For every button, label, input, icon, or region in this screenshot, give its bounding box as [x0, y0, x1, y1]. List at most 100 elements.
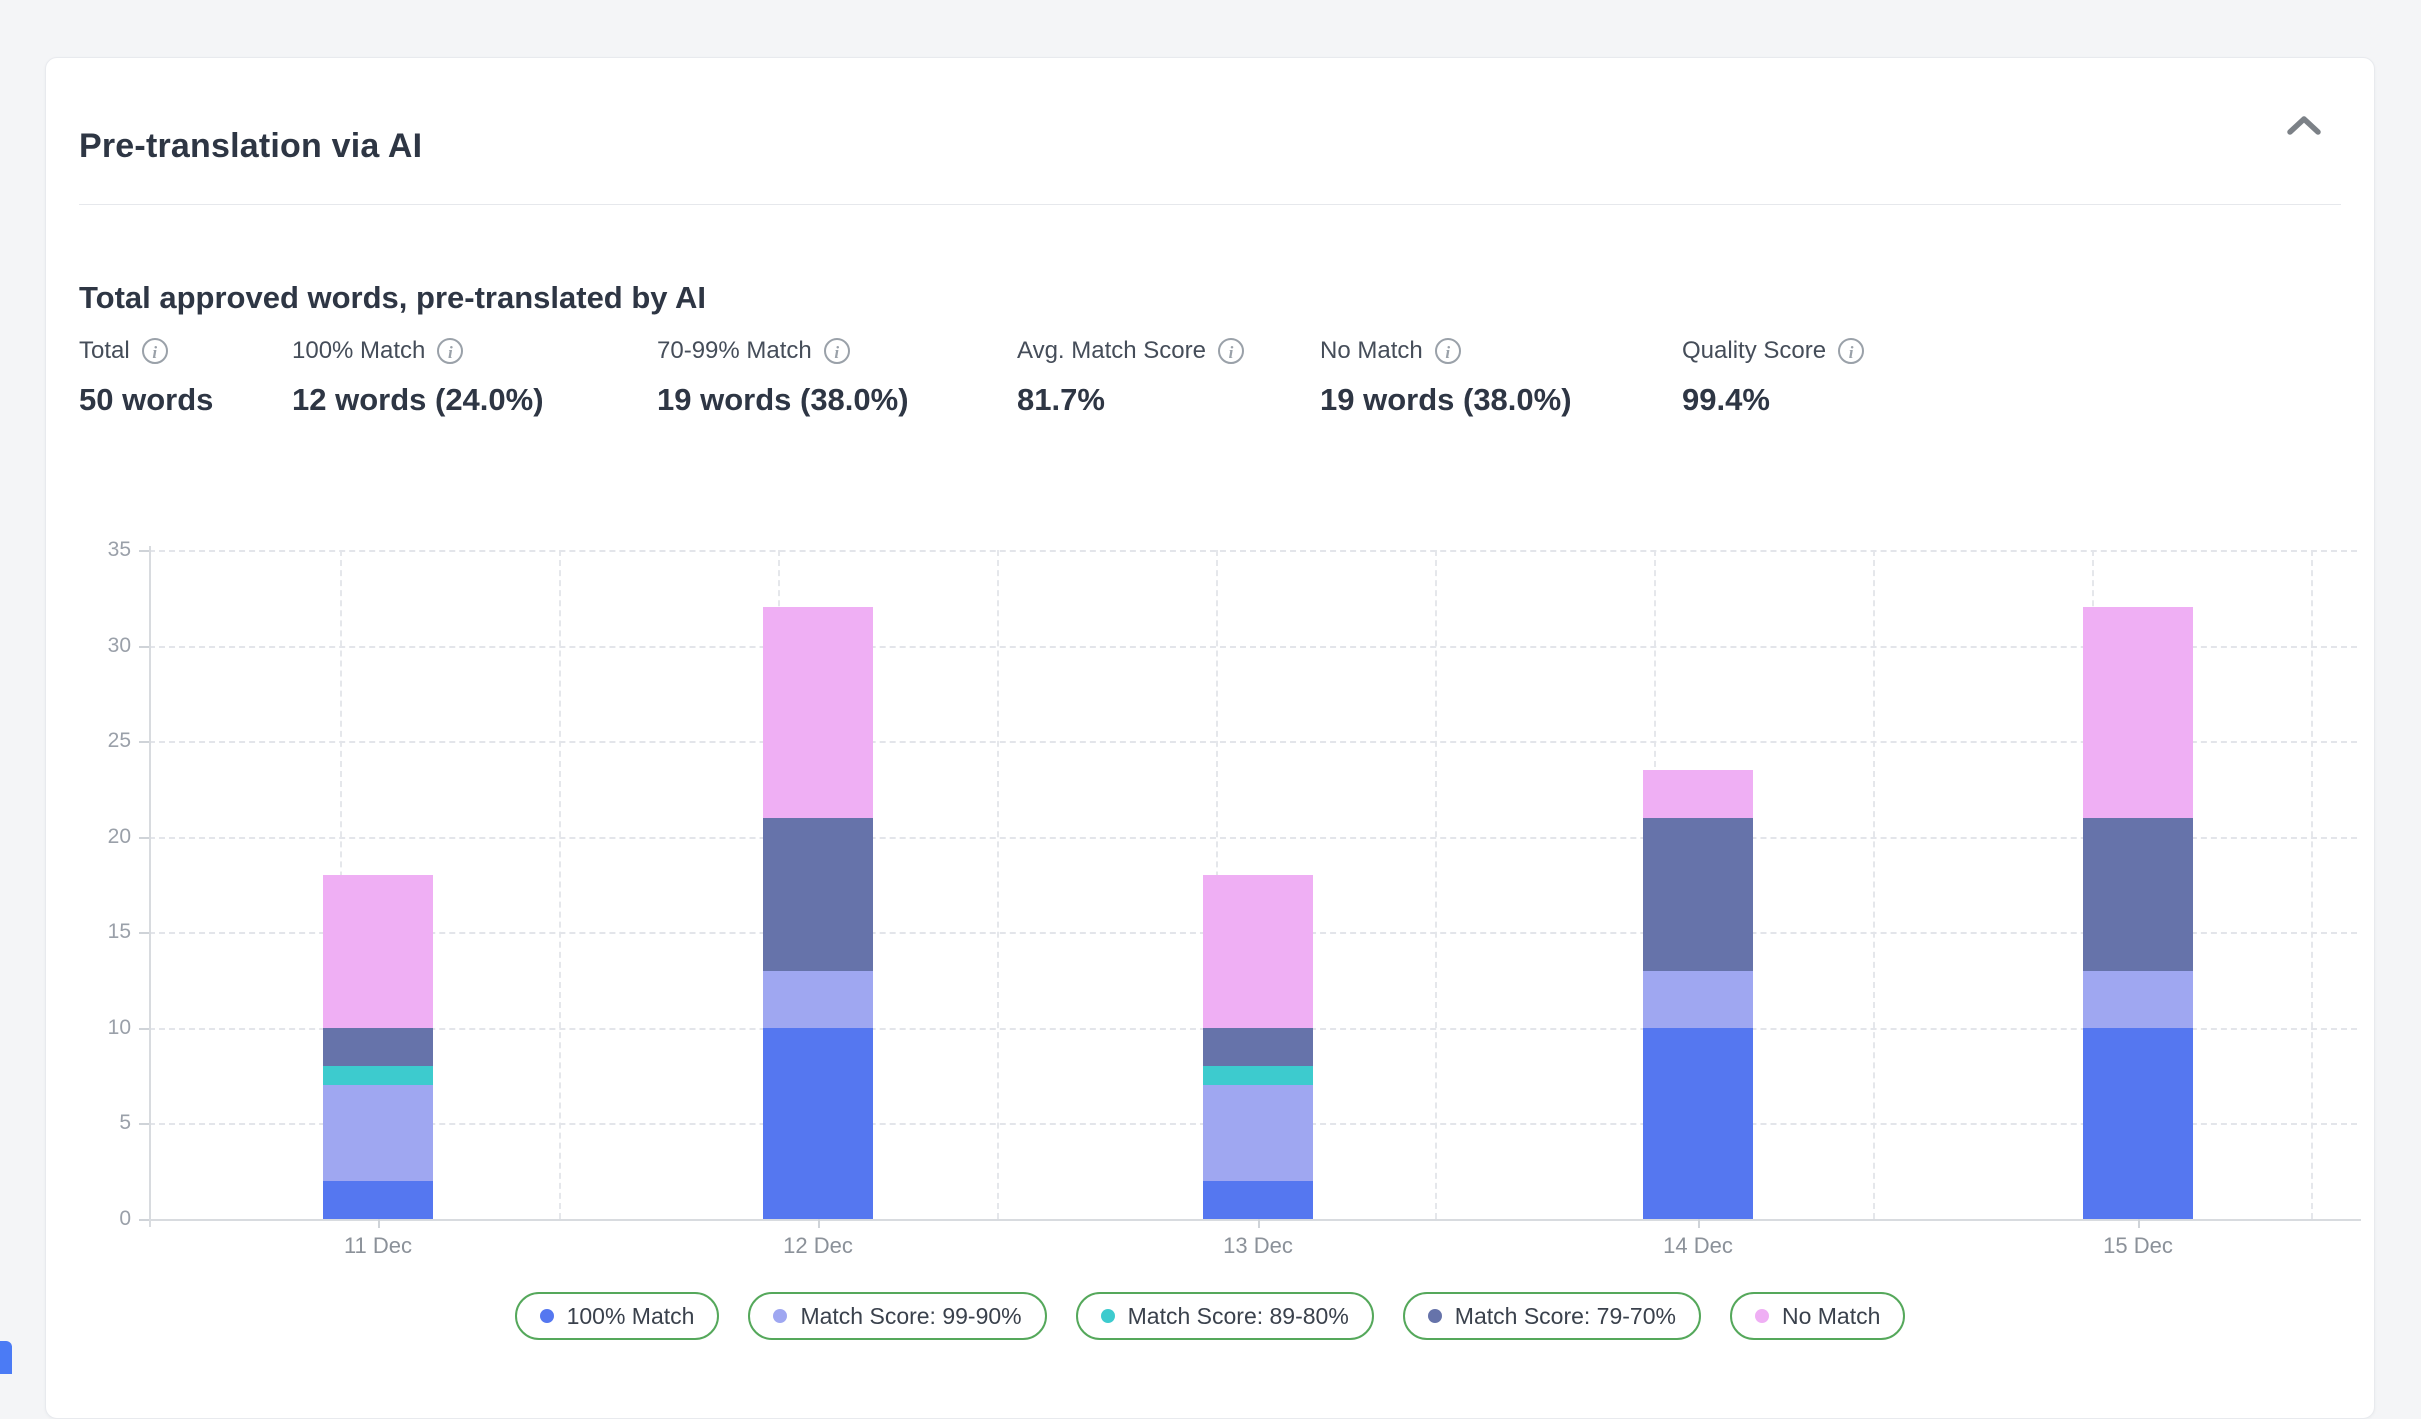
stat-value: 99.4% — [1682, 382, 1770, 417]
bar-segment — [2083, 1027, 2193, 1219]
y-axis-line — [149, 546, 151, 1227]
stat-label: 100% Match — [292, 337, 426, 364]
info-icon[interactable]: i — [141, 338, 168, 364]
legend-dot — [539, 1309, 554, 1323]
y-axis-label: 10 — [107, 1015, 131, 1039]
bar-segment — [1203, 874, 1313, 1028]
stat-value: 12 words (24.0%) — [292, 382, 544, 417]
legend-item-no-match[interactable]: No Match — [1729, 1292, 1906, 1340]
y-tick — [139, 1027, 149, 1030]
info-icon[interactable]: i — [437, 338, 464, 364]
legend-dot — [1100, 1309, 1115, 1323]
stat-label: No Match — [1320, 337, 1423, 364]
x-axis-label: 13 Dec — [1223, 1233, 1293, 1258]
legend-item-match-89-80[interactable]: Match Score: 89-80% — [1075, 1292, 1374, 1340]
h-gridline — [149, 836, 2357, 839]
x-tick — [1698, 1219, 1700, 1228]
y-axis-label: 35 — [107, 538, 131, 561]
y-axis-label: 5 — [119, 1111, 131, 1135]
v-gridline — [2311, 550, 2313, 1219]
y-tick — [139, 836, 149, 839]
v-gridline — [1873, 550, 1875, 1219]
v-gridline — [1435, 550, 1437, 1219]
legend-label: Match Score: 79-70% — [1454, 1302, 1676, 1329]
legend-label: Match Score: 89-80% — [1127, 1302, 1349, 1329]
stacked-bar-chart: 0 5 10 15 20 25 30 35 11 Dec 12 Dec 13 Dec 14 Dec 15… — [46, 58, 2374, 1418]
stat-label: 70-99% Match — [657, 337, 812, 364]
y-tick — [139, 741, 149, 744]
v-gridline — [997, 550, 999, 1219]
y-axis-label: 25 — [107, 729, 131, 753]
legend-item-100-match[interactable]: 100% Match — [514, 1292, 720, 1340]
chevron-up-icon — [2285, 114, 2323, 138]
x-axis-line — [149, 1219, 2361, 1221]
bar-segment — [323, 1027, 433, 1067]
x-axis-label: 14 Dec — [1663, 1233, 1733, 1258]
stat-total: Total i 50 words — [79, 334, 213, 418]
h-gridline — [149, 550, 2357, 552]
x-tick — [2138, 1219, 2140, 1228]
v-gridline — [559, 550, 561, 1219]
legend-dot — [1754, 1309, 1769, 1323]
collapse-button[interactable] — [2282, 108, 2326, 144]
info-icon[interactable]: i — [823, 338, 850, 364]
bar-segment — [2083, 970, 2193, 1028]
bar-segment — [2083, 817, 2193, 971]
y-tick — [139, 645, 149, 648]
y-axis-label: 15 — [107, 920, 131, 944]
y-axis-label: 0 — [119, 1207, 131, 1230]
y-tick — [139, 550, 149, 552]
x-tick — [1258, 1219, 1260, 1228]
legend-label: Match Score: 99-90% — [800, 1302, 1022, 1329]
pre-translation-card: Pre-translation via AI Total approved wo… — [45, 57, 2375, 1419]
h-gridline — [149, 741, 2357, 744]
stat-value: 19 words (38.0%) — [657, 382, 909, 417]
y-tick — [139, 1123, 149, 1126]
legend-label: 100% Match — [566, 1302, 695, 1329]
x-tick — [818, 1219, 820, 1228]
section-title: Total approved words, pre-translated by … — [79, 279, 706, 315]
stat-avg-match-score: Avg. Match Score i 81.7% — [1017, 334, 1244, 418]
bar-segment — [1643, 1027, 1753, 1219]
card-title: Pre-translation via AI — [79, 126, 423, 165]
bar-segment — [323, 1085, 433, 1181]
stat-label: Total — [79, 337, 130, 364]
bar-segment — [763, 970, 873, 1028]
legend-item-match-99-90[interactable]: Match Score: 99-90% — [748, 1292, 1047, 1340]
bar-segment — [2083, 607, 2193, 818]
info-icon[interactable]: i — [1217, 338, 1244, 364]
bar-segment — [1643, 817, 1753, 971]
bar-segment — [763, 607, 873, 818]
bar-segment — [1203, 1085, 1313, 1181]
stat-value: 81.7% — [1017, 382, 1105, 417]
info-icon[interactable]: i — [1838, 338, 1865, 364]
stat-label: Avg. Match Score — [1017, 337, 1206, 364]
legend-dot — [773, 1309, 788, 1323]
legend-label: No Match — [1781, 1302, 1881, 1329]
bar-segment — [763, 1027, 873, 1219]
stat-quality-score: Quality Score i 99.4% — [1682, 334, 1865, 418]
bar-segment — [763, 817, 873, 971]
stat-70-99-match: 70-99% Match i 19 words (38.0%) — [657, 334, 909, 418]
stat-no-match: No Match i 19 words (38.0%) — [1320, 334, 1572, 418]
y-axis-label: 30 — [107, 633, 131, 657]
bar-segment — [323, 1066, 433, 1086]
x-axis-label: 12 Dec — [783, 1233, 853, 1258]
bar-segment — [1203, 1027, 1313, 1067]
stat-100-match: 100% Match i 12 words (24.0%) — [292, 334, 544, 418]
bar-segment — [323, 874, 433, 1028]
stat-label: Quality Score — [1682, 337, 1827, 364]
stat-value: 50 words — [79, 382, 214, 417]
bar-segment — [1203, 1180, 1313, 1219]
h-gridline — [149, 645, 2357, 648]
legend-dot — [1427, 1309, 1442, 1323]
bar-segment — [1643, 769, 1753, 818]
chat-widget-partial[interactable] — [0, 1341, 12, 1374]
bar-segment — [323, 1180, 433, 1219]
chart-legend: 100% Match Match Score: 99-90% Match Sco… — [46, 1292, 2374, 1340]
info-icon[interactable]: i — [1434, 338, 1461, 364]
legend-item-match-79-70[interactable]: Match Score: 79-70% — [1402, 1292, 1701, 1340]
bar-segment — [1203, 1066, 1313, 1086]
x-axis-label: 11 Dec — [343, 1233, 413, 1258]
bar-segment — [1643, 970, 1753, 1028]
